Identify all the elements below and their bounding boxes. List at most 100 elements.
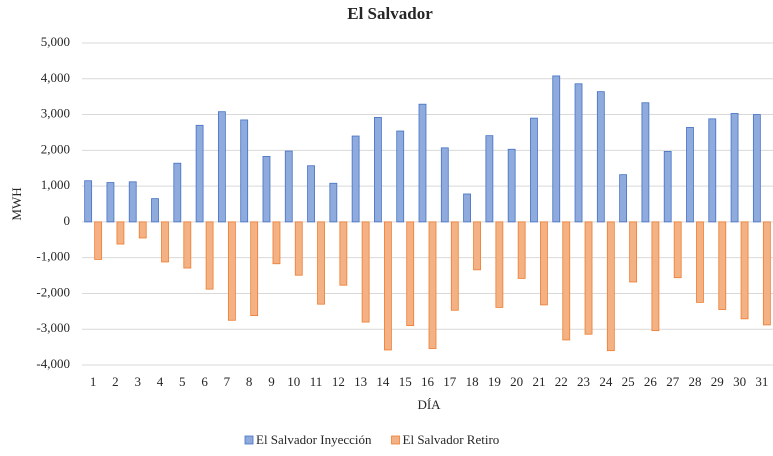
x-tick-label: 17 bbox=[443, 374, 457, 389]
bar bbox=[94, 221, 103, 260]
bar bbox=[116, 221, 125, 245]
bar bbox=[530, 117, 538, 223]
bar bbox=[641, 102, 650, 223]
x-tick-label: 24 bbox=[599, 374, 613, 389]
bar bbox=[250, 221, 259, 317]
y-tick-label: -3,000 bbox=[36, 320, 70, 335]
y-tick-label: -4,000 bbox=[36, 356, 70, 371]
bar bbox=[307, 165, 315, 223]
x-tick-label: 21 bbox=[532, 374, 545, 389]
bar bbox=[351, 135, 360, 223]
x-tick-label: 8 bbox=[246, 374, 253, 389]
bar bbox=[718, 221, 727, 310]
bar bbox=[418, 103, 427, 223]
bar bbox=[540, 221, 548, 306]
chart-title: El Salvador bbox=[347, 4, 433, 23]
bar bbox=[740, 221, 749, 320]
x-tick-label: 11 bbox=[310, 374, 323, 389]
bar bbox=[574, 83, 583, 223]
bar bbox=[686, 127, 694, 223]
bar bbox=[619, 174, 628, 223]
bar bbox=[708, 118, 717, 223]
bar bbox=[217, 111, 226, 223]
bar bbox=[317, 221, 325, 305]
x-tick-label: 5 bbox=[179, 374, 186, 389]
bar bbox=[552, 75, 561, 223]
y-axis-label: MWH bbox=[9, 187, 24, 220]
bar bbox=[272, 221, 281, 265]
bar bbox=[606, 221, 615, 352]
x-tick-label: 16 bbox=[421, 374, 435, 389]
y-tick-label: -1,000 bbox=[36, 249, 70, 264]
x-tick-label: 3 bbox=[134, 374, 141, 389]
x-tick-label: 31 bbox=[755, 374, 768, 389]
bar bbox=[428, 221, 437, 349]
bar bbox=[663, 151, 672, 223]
legend-swatch bbox=[244, 435, 254, 445]
bar bbox=[673, 221, 682, 279]
bar bbox=[762, 221, 771, 326]
bar bbox=[396, 130, 405, 223]
bar bbox=[384, 221, 392, 351]
x-tick-label: 12 bbox=[332, 374, 345, 389]
bar bbox=[485, 135, 494, 223]
y-tick-label: 1,000 bbox=[41, 177, 70, 192]
x-tick-label: 26 bbox=[644, 374, 658, 389]
x-tick-label: 2 bbox=[112, 374, 119, 389]
legend-swatch bbox=[391, 435, 400, 445]
x-tick-label: 20 bbox=[510, 374, 523, 389]
x-tick-label: 19 bbox=[488, 374, 501, 389]
bar bbox=[752, 114, 761, 223]
y-tick-label: 0 bbox=[64, 213, 71, 228]
bar bbox=[195, 124, 204, 223]
x-tick-label: 27 bbox=[666, 374, 680, 389]
x-tick-label: 10 bbox=[287, 374, 300, 389]
y-tick-label: 2,000 bbox=[41, 141, 70, 156]
y-tick-label: 5,000 bbox=[41, 34, 70, 49]
x-tick-label: 29 bbox=[711, 374, 724, 389]
bar bbox=[339, 221, 348, 286]
bar bbox=[151, 198, 159, 223]
bar bbox=[329, 182, 338, 223]
bar bbox=[128, 181, 137, 223]
x-axis-label: DÍA bbox=[417, 397, 441, 412]
x-tick-label: 18 bbox=[466, 374, 479, 389]
y-tick-label: -2,000 bbox=[36, 284, 70, 299]
x-tick-label: 30 bbox=[733, 374, 746, 389]
bar bbox=[507, 148, 516, 223]
bar bbox=[227, 221, 236, 321]
bar bbox=[463, 193, 471, 223]
bar bbox=[584, 221, 593, 335]
bar bbox=[205, 221, 214, 290]
x-tick-label: 4 bbox=[157, 374, 164, 389]
bar bbox=[473, 221, 481, 271]
bar bbox=[240, 119, 249, 223]
x-tick-label: 25 bbox=[622, 374, 635, 389]
bar bbox=[696, 221, 704, 303]
x-tick-label: 13 bbox=[354, 374, 367, 389]
bar bbox=[361, 221, 370, 323]
x-tick-label: 28 bbox=[688, 374, 701, 389]
bar bbox=[284, 150, 293, 223]
bar bbox=[517, 221, 526, 279]
bar bbox=[651, 221, 660, 332]
bar bbox=[374, 117, 382, 223]
x-tick-label: 14 bbox=[376, 374, 390, 389]
y-tick-label: 3,000 bbox=[41, 106, 70, 121]
bar bbox=[294, 221, 303, 276]
x-tick-label: 15 bbox=[399, 374, 412, 389]
bar bbox=[183, 221, 192, 269]
x-tick-label: 23 bbox=[577, 374, 590, 389]
bar bbox=[629, 221, 638, 283]
bar bbox=[450, 221, 459, 311]
x-tick-label: 9 bbox=[268, 374, 275, 389]
bar bbox=[161, 221, 169, 263]
bar bbox=[440, 147, 449, 223]
bar bbox=[106, 182, 115, 223]
bar bbox=[138, 221, 147, 239]
bar bbox=[173, 162, 182, 223]
x-tick-label: 6 bbox=[201, 374, 208, 389]
bar bbox=[406, 221, 415, 327]
y-tick-label: 4,000 bbox=[41, 70, 70, 85]
